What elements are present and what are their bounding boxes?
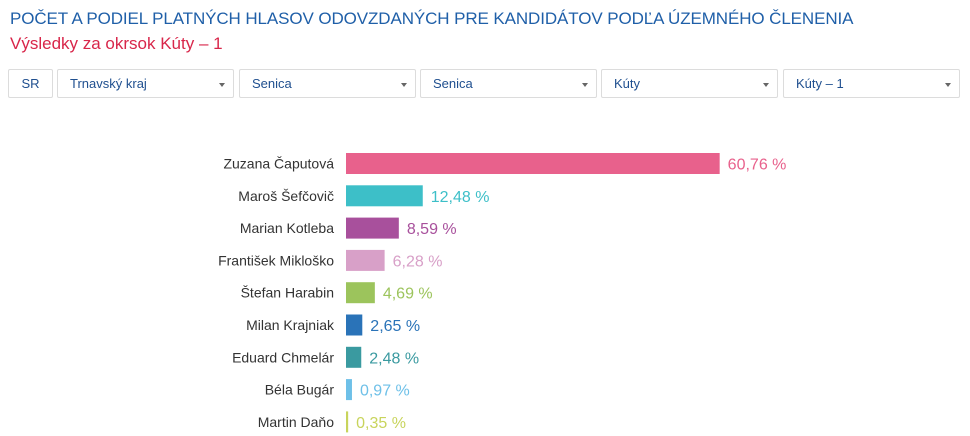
bar[interactable] [346,379,352,401]
category-label: Štefan Harabin [241,285,334,301]
bar[interactable] [346,153,720,174]
category-label: Milan Krajniak [246,317,335,333]
municipality-area-select[interactable]: Senica [420,69,597,98]
category-label: František Mikloško [218,252,334,268]
precinct-select[interactable]: Kúty – 1 [783,69,960,98]
category-label: Maroš Šefčovič [238,188,334,204]
results-bar-chart: Zuzana Čaputová 60,76 % Maroš Šefčovič 12,4… [0,145,970,436]
value-label: 0,35 % [356,415,406,432]
value-label: 4,69 % [383,286,433,303]
chart-svg: Zuzana Čaputová 60,76 % Maroš Šefčovič 12,4… [218,153,787,433]
category-label: Eduard Chmelár [232,349,334,365]
precinct-label: Kúty – 1 [796,76,844,91]
category-label: Marian Kotleba [240,220,334,236]
municipality-select[interactable]: Kúty [601,69,778,98]
page-title: POČET A PODIEL PLATNÝCH HLASOV ODOVZDANÝ… [10,9,854,28]
district-label: Senica [252,76,292,91]
category-label: Zuzana Čaputová [223,156,334,172]
country-button[interactable]: SR [8,69,53,98]
filter-bar: SR Trnavský kraj Senica Senica Kúty Kúty… [8,69,960,98]
page-subtitle: Výsledky za okrsok Kúty – 1 [10,34,223,53]
region-label: Trnavský kraj [70,76,147,91]
caret-down-icon [582,83,588,87]
municipality-area-label: Senica [433,76,473,91]
value-label: 2,48 % [369,350,419,367]
country-label: SR [21,76,40,91]
category-label: Martin Daňo [258,414,334,430]
district-select[interactable]: Senica [239,69,416,98]
bar[interactable] [346,411,349,433]
bar[interactable] [346,282,375,304]
value-label: 6,28 % [393,253,443,270]
bar[interactable] [346,314,363,336]
bar[interactable] [346,249,385,271]
caret-down-icon [763,83,769,87]
value-label: 8,59 % [407,221,457,238]
value-label: 2,65 % [370,318,420,335]
bar[interactable] [346,185,423,207]
caret-down-icon [945,83,951,87]
caret-down-icon [219,83,225,87]
category-label: Béla Bugár [265,382,335,398]
value-label: 12,48 % [431,189,490,206]
caret-down-icon [401,83,407,87]
municipality-label: Kúty [614,76,641,91]
value-label: 0,97 % [360,383,410,400]
bar[interactable] [346,346,362,368]
region-select[interactable]: Trnavský kraj [57,69,234,98]
value-label: 60,76 % [728,157,787,174]
bar[interactable] [346,217,399,239]
